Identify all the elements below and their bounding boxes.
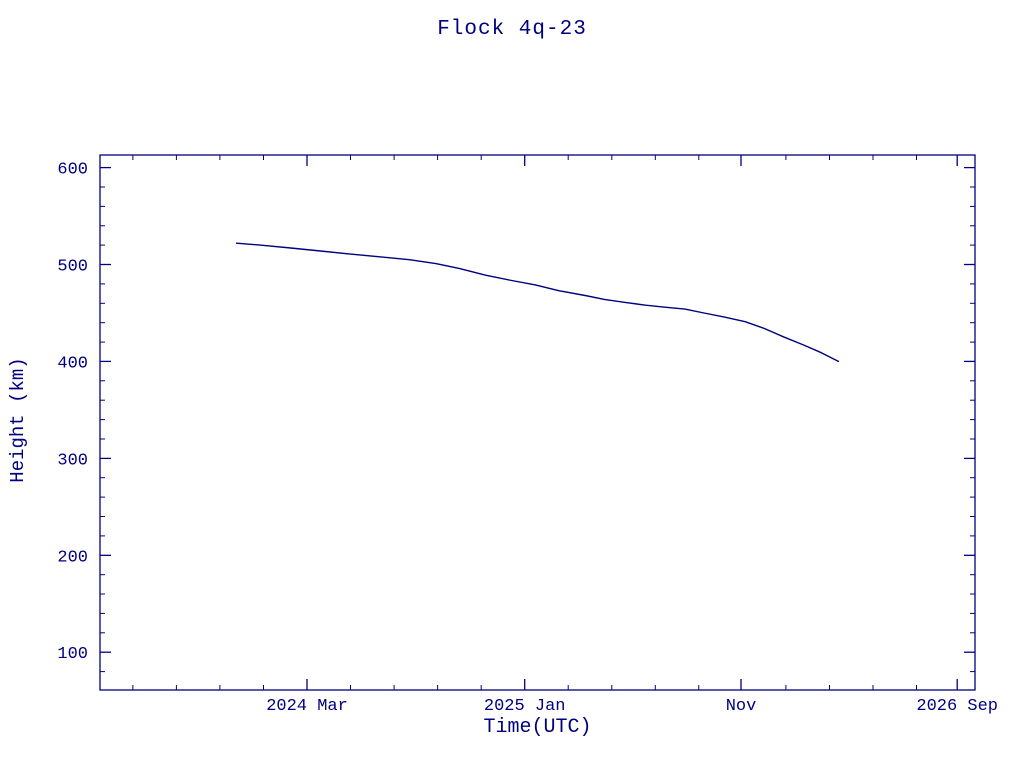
y-tick-label: 600 <box>57 161 88 180</box>
height-curve <box>235 242 840 363</box>
y-tick-label: 300 <box>57 451 88 470</box>
x-tick-label: 2024 Mar <box>266 697 348 716</box>
x-tick-label: Nov <box>726 697 757 716</box>
y-tick-label: 400 <box>57 354 88 373</box>
y-tick-label: 100 <box>57 645 88 664</box>
x-tick-label: 2025 Jan <box>484 697 566 716</box>
x-tick-label: 2026 Sep <box>916 697 998 716</box>
y-tick-label: 200 <box>57 548 88 567</box>
x-axis-title: Time(UTC) <box>483 716 592 739</box>
plot-frame <box>99 154 976 691</box>
chart-title: Flock 4q-23 <box>437 18 587 41</box>
y-tick-label: 500 <box>57 258 88 277</box>
